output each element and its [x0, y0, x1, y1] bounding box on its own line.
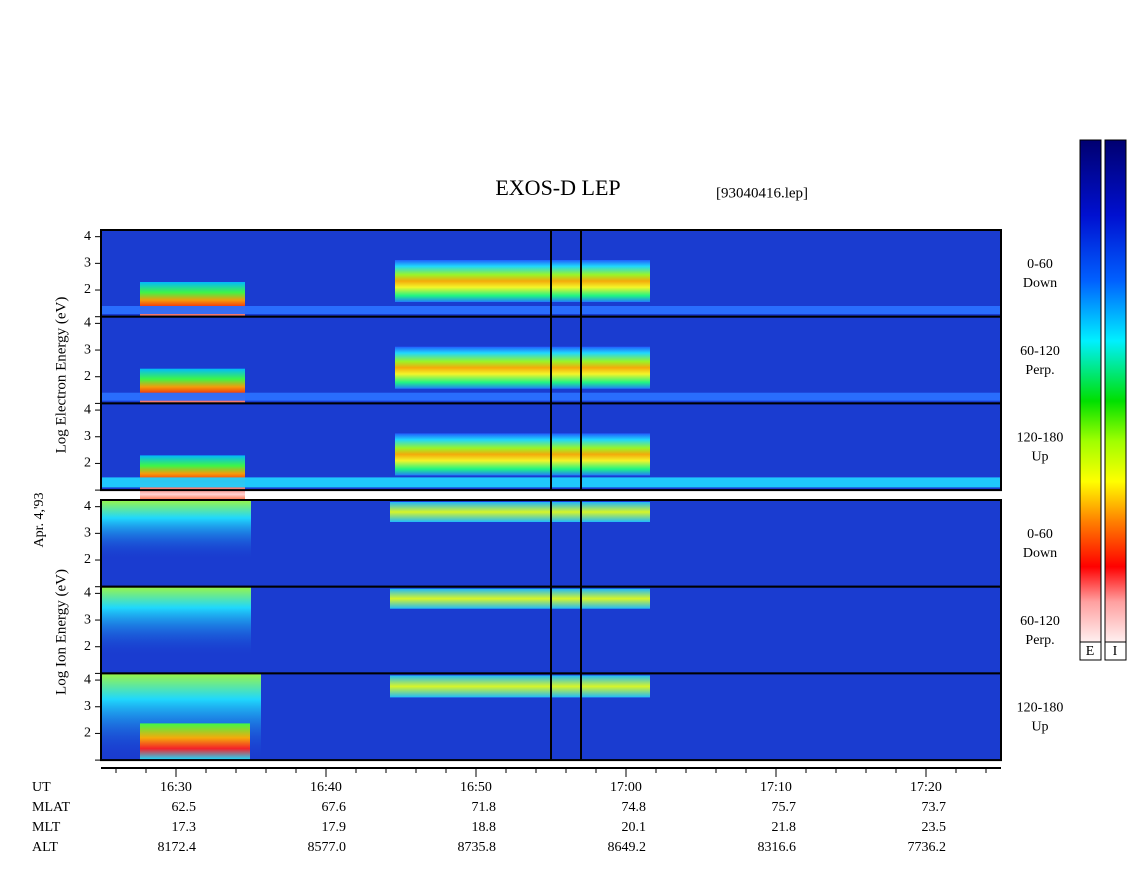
x-tick-label: 17:00 [610, 780, 642, 795]
electron-y-label: Log Electron Energy (eV) [53, 297, 69, 454]
row-value: 20.1 [622, 820, 647, 835]
row-value: 8172.4 [158, 840, 197, 855]
channel-angle: 0-60 [1027, 527, 1053, 542]
colorbar-ion [1104, 139, 1127, 643]
row-value: 75.7 [772, 800, 797, 815]
row-value: 17.3 [172, 820, 197, 835]
row-value: 17.9 [322, 820, 347, 835]
row-value: 18.8 [472, 820, 497, 835]
y-tick-label: 4 [84, 586, 91, 601]
y-tick-label: 3 [84, 699, 91, 714]
channel-angle: 0-60 [1027, 257, 1053, 272]
row-label: UT [32, 780, 51, 795]
row-value: 73.7 [922, 800, 947, 815]
row-label: ALT [32, 840, 58, 855]
colorbar-box [1104, 641, 1127, 661]
y-tick-label: 2 [84, 639, 91, 654]
y-tick-label: 2 [84, 456, 91, 471]
colorbar-label: E [1086, 644, 1095, 659]
row-label: MLT [32, 820, 61, 835]
row-value: 21.8 [772, 820, 797, 835]
spectrogram-flux [140, 723, 250, 760]
channel-direction: Up [1031, 450, 1048, 465]
spectrogram-flux [395, 260, 650, 302]
channel-angle: 60-120 [1020, 344, 1060, 359]
x-tick-label: 16:40 [310, 780, 342, 795]
spectrogram-flux [101, 586, 251, 657]
spectrogram-flux [390, 675, 650, 698]
channel-direction: Perp. [1025, 363, 1054, 378]
row-value: 71.8 [472, 800, 497, 815]
y-tick-label: 2 [84, 552, 91, 567]
row-value: 7736.2 [908, 840, 947, 855]
file-name: [93040416.lep] [716, 185, 808, 201]
row-value: 8649.2 [608, 840, 647, 855]
spectrogram-flux [390, 588, 650, 609]
channel-direction: Down [1023, 276, 1057, 291]
spectrogram-flux [395, 433, 650, 476]
row-label: MLAT [32, 800, 71, 815]
y-tick-label: 3 [84, 429, 91, 444]
y-tick-label: 3 [84, 526, 91, 541]
spectrogram-flux [390, 502, 650, 522]
x-tick-label: 17:20 [910, 780, 942, 795]
date-label: Apr. 4,'93 [32, 492, 47, 547]
y-tick-label: 2 [84, 726, 91, 741]
row-value: 74.8 [622, 800, 647, 815]
row-value: 8735.8 [458, 840, 497, 855]
y-tick-label: 4 [84, 316, 91, 331]
y-tick-label: 4 [84, 499, 91, 514]
ion-y-label: Log Ion Energy (eV) [53, 569, 69, 695]
colorbar-label: I [1113, 644, 1118, 659]
channel-angle: 60-120 [1020, 614, 1060, 629]
x-tick-label: 16:50 [460, 780, 492, 795]
channel-angle: 120-180 [1017, 701, 1064, 716]
y-tick-label: 4 [84, 402, 91, 417]
colorbar-box [1079, 641, 1102, 661]
y-tick-label: 3 [84, 612, 91, 627]
spectrogram-flux [395, 346, 650, 389]
x-tick-label: 17:10 [760, 780, 792, 795]
title: EXOS-D LEP [495, 175, 620, 200]
spectrogram-flux [101, 500, 251, 560]
row-value: 8316.6 [758, 840, 797, 855]
channel-angle: 120-180 [1017, 431, 1064, 446]
y-tick-label: 3 [84, 256, 91, 271]
row-value: 67.6 [322, 800, 347, 815]
y-tick-label: 4 [84, 229, 91, 244]
y-tick-label: 3 [84, 342, 91, 357]
row-value: 8577.0 [308, 840, 347, 855]
y-tick-label: 2 [84, 369, 91, 384]
channel-direction: Perp. [1025, 633, 1054, 648]
channel-direction: Down [1023, 546, 1057, 561]
y-tick-label: 4 [84, 672, 91, 687]
colorbar-electron [1079, 139, 1102, 643]
row-value: 62.5 [172, 800, 197, 815]
x-tick-label: 16:30 [160, 780, 192, 795]
y-tick-label: 2 [84, 282, 91, 297]
row-value: 23.5 [922, 820, 947, 835]
channel-direction: Up [1031, 720, 1048, 735]
